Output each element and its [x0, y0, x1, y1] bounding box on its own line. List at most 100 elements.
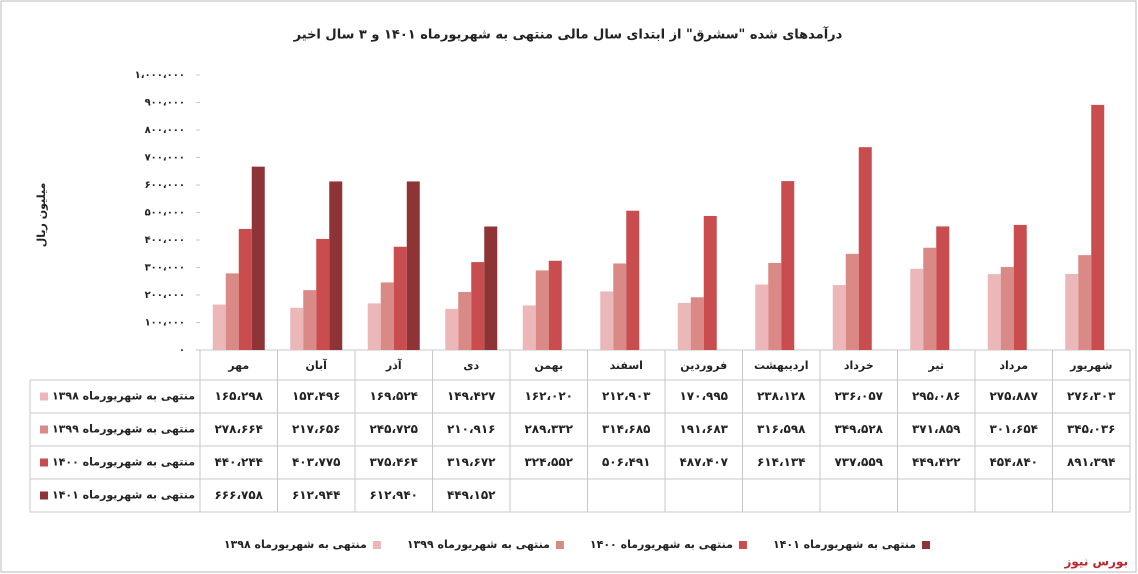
table-cell: ۱۷۰،۹۹۵	[679, 389, 728, 403]
bar	[781, 181, 795, 350]
bar	[471, 262, 485, 350]
bar	[1091, 104, 1105, 350]
x-tick-label: فروردین	[680, 359, 727, 372]
table-cell: ۲۸۹،۳۳۲	[524, 422, 573, 436]
table-legend-key	[40, 491, 48, 500]
bar	[316, 238, 330, 350]
legend-label: منتهی به شهریورماه ۱۴۰۰	[590, 538, 733, 551]
x-tick-label: تیر	[928, 359, 944, 372]
table-cell: ۴۸۷،۴۰۷	[679, 455, 728, 469]
table-row-label: منتهی به شهریورماه ۱۳۹۸	[52, 390, 195, 403]
table-cell: ۱۶۲،۰۲۰	[524, 389, 573, 403]
table-cell: ۱۶۵،۲۹۸	[214, 389, 263, 403]
y-tick-label: ۷۰۰،۰۰۰	[145, 153, 185, 164]
table-row-label: منتهی به شهریورماه ۱۴۰۱	[52, 489, 195, 502]
table-cell: ۶۱۲،۹۴۰	[369, 488, 418, 502]
bar	[484, 226, 498, 350]
table-cell: ۸۹۱،۳۹۴	[1067, 455, 1116, 469]
table-cell: ۲۷۵،۸۸۷	[989, 389, 1038, 403]
bar	[1078, 255, 1092, 350]
y-tick-label: ۶۰۰،۰۰۰	[145, 180, 185, 191]
table-cell: ۳۴۵،۰۳۶	[1067, 422, 1116, 436]
table-legend-key	[40, 392, 48, 401]
bar	[832, 285, 846, 350]
table-cell: ۱۴۹،۴۲۷	[447, 389, 496, 403]
bar	[393, 246, 407, 350]
bar	[522, 305, 536, 350]
bar	[858, 147, 872, 350]
x-tick-label: آبان	[306, 358, 328, 372]
x-tick-label: مهر	[227, 359, 249, 372]
x-tick-label: دی	[463, 359, 479, 372]
table-cell: ۱۹۱،۶۸۳	[679, 422, 728, 436]
table-cell: ۲۷۶،۳۰۳	[1067, 389, 1116, 403]
chart-title: درآمدهای شده "سشرق" از ابتدای سال مالی م…	[293, 26, 843, 43]
x-tick-label: اردیبهشت	[754, 359, 808, 372]
table-cell: ۳۱۹،۶۷۲	[447, 455, 496, 469]
bar	[910, 268, 924, 350]
bar	[1013, 224, 1027, 350]
bar	[613, 263, 627, 350]
table-cell: ۳۰۱،۶۵۴	[989, 422, 1038, 436]
bar	[1000, 267, 1014, 350]
y-tick-label: ۰	[179, 345, 185, 356]
table-cell: ۶۱۴،۱۳۴	[757, 455, 806, 469]
table-row-label: منتهی به شهریورماه ۱۳۹۹	[52, 423, 195, 436]
bar	[845, 253, 859, 350]
table-cell: ۳۱۴،۶۸۵	[602, 422, 651, 436]
x-tick-label: آذر	[385, 358, 402, 372]
bar	[303, 290, 317, 350]
bar	[987, 274, 1001, 350]
legend-label: منتهی به شهریورماه ۱۳۹۹	[407, 538, 550, 551]
x-tick-label: خرداد	[844, 359, 874, 372]
bar	[626, 210, 640, 350]
table-cell: ۲۹۵،۰۸۶	[912, 389, 961, 403]
y-tick-label: ۸۰۰،۰۰۰	[145, 125, 185, 136]
x-tick-label: مرداد	[999, 359, 1028, 372]
bar	[458, 291, 472, 350]
table-cell: ۳۴۹،۵۲۸	[834, 422, 883, 436]
bar	[1065, 274, 1079, 350]
x-tick-label: بهمن	[534, 359, 563, 372]
bar	[445, 308, 459, 350]
bar	[548, 260, 562, 350]
table-cell: ۲۷۸،۶۶۴	[214, 422, 263, 436]
table-cell: ۲۱۰،۹۱۶	[447, 422, 496, 436]
legend-key	[738, 541, 747, 549]
table-cell: ۴۴۹،۴۲۲	[912, 455, 961, 469]
legend-key	[555, 541, 564, 549]
legend-key	[922, 541, 930, 549]
y-tick-label: ۱،۰۰۰،۰۰۰	[135, 70, 185, 81]
table-cell: ۴۰۳،۷۷۵	[292, 455, 341, 469]
bar	[238, 228, 252, 350]
bar	[367, 303, 381, 350]
table-cell: ۲۴۵،۷۲۵	[369, 422, 418, 436]
table-legend-key	[40, 458, 48, 467]
table-cell: ۲۳۸،۱۲۸	[757, 389, 806, 403]
bar	[406, 181, 420, 350]
bar	[923, 247, 937, 350]
table-legend-key	[40, 425, 48, 434]
table-cell: ۳۱۶،۵۹۸	[757, 422, 806, 436]
y-axis-title: میلیون ریال	[35, 183, 48, 248]
bar	[690, 297, 704, 350]
source: بورس نیوز	[1063, 555, 1128, 570]
bar	[936, 226, 950, 350]
bar	[755, 284, 769, 350]
y-tick-label: ۳۰۰،۰۰۰	[145, 263, 185, 274]
table-cell: ۶۶۶،۷۵۸	[214, 488, 263, 502]
table-cell: ۲۱۲،۹۰۳	[602, 389, 651, 403]
y-tick-label: ۲۰۰،۰۰۰	[145, 290, 185, 301]
table-cell: ۴۵۴،۸۴۰	[989, 455, 1038, 469]
bar	[212, 304, 226, 350]
bar	[677, 302, 691, 350]
table-cell: ۳۲۴،۵۵۲	[524, 455, 573, 469]
x-tick-label: شهریور	[1069, 359, 1112, 372]
table-row-label: منتهی به شهریورماه ۱۴۰۰	[52, 456, 195, 469]
bar	[225, 273, 239, 350]
legend-label: منتهی به شهریورماه ۱۳۹۸	[224, 538, 367, 551]
bar	[290, 307, 304, 350]
bar	[768, 262, 782, 350]
